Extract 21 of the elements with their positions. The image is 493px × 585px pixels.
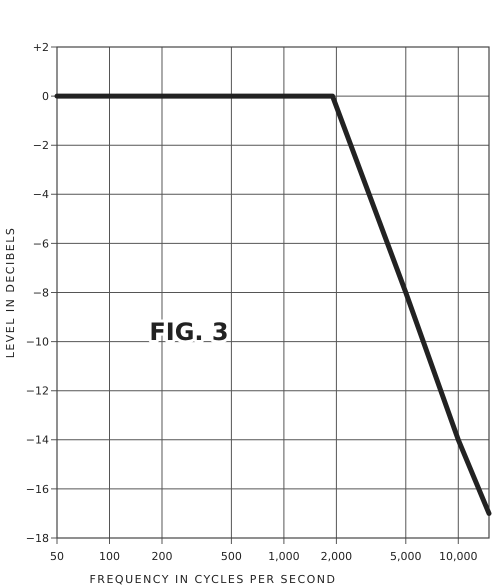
y-tick-label: −12 [26,384,49,398]
x-tick-label: 50 [50,550,64,563]
x-tick-label: 5,000 [390,550,422,563]
y-tick-label: −4 [32,188,49,202]
x-tick-label: 10,000 [439,550,478,563]
y-tick-label: −2 [32,139,49,152]
y-tick-label: −18 [26,532,49,545]
y-tick-label: 0 [42,90,49,103]
y-tick-label: −8 [32,286,49,300]
x-tick-label: 100 [99,550,120,563]
y-tick-label: +2 [32,40,49,54]
x-axis-title: FREQUENCY IN CYCLES PER SECOND [89,573,337,585]
y-tick-label: −16 [26,482,49,496]
y-tick-label: −14 [26,434,49,447]
y-tick-label: −10 [26,335,49,348]
x-tick-label: 2,000 [320,550,352,563]
x-tick-label: 1,000 [268,550,300,563]
x-tick-label: 200 [151,550,172,563]
y-tick-label: −6 [32,237,49,250]
y-axis-title: LEVEL IN DECIBELS [4,226,17,358]
x-tick-label: 500 [220,550,242,563]
